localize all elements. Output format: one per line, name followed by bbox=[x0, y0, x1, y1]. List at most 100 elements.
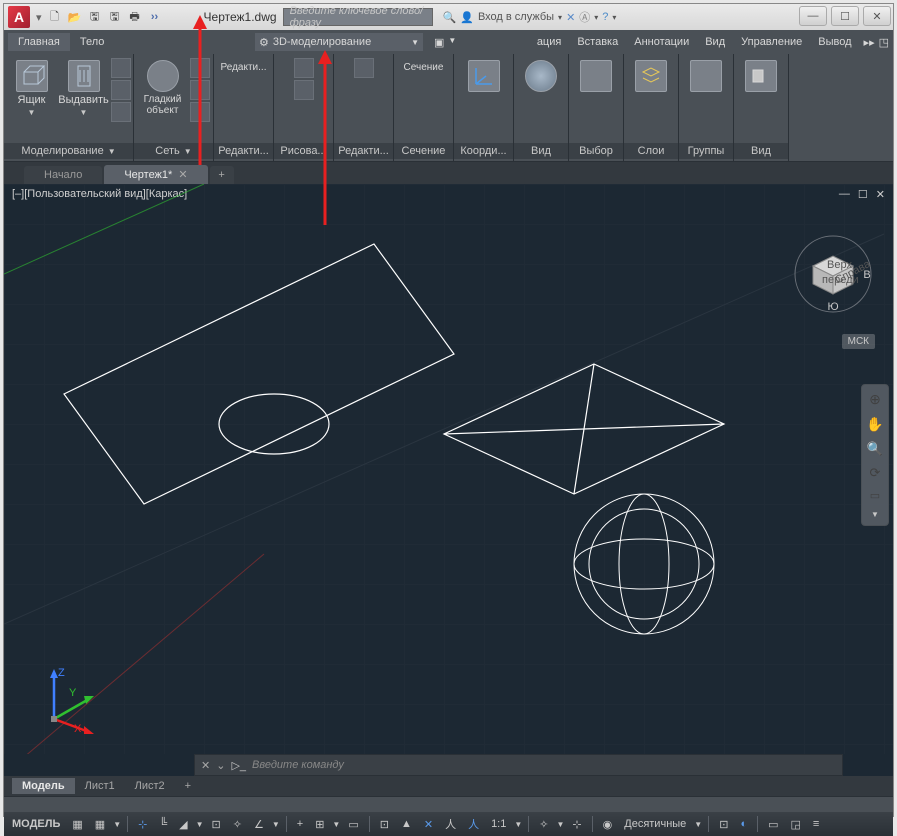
navigation-bar[interactable]: ⊕ ✋ 🔍 ⟳ ▭ ▼ bbox=[861, 384, 889, 526]
menu-view[interactable]: Вид bbox=[697, 33, 733, 51]
open-icon[interactable]: 📂 bbox=[66, 8, 84, 26]
panel-section-label[interactable]: Сечение bbox=[394, 143, 453, 159]
ortho-icon[interactable]: ⊹ bbox=[134, 814, 151, 834]
menu-insert[interactable]: Вставка bbox=[569, 33, 626, 51]
qp-icon[interactable]: ▣ bbox=[434, 36, 444, 49]
exchange-icon[interactable]: ✕ bbox=[566, 11, 575, 24]
sb-model[interactable]: МОДЕЛЬ bbox=[8, 814, 64, 834]
viewport[interactable]: [–][Пользовательский вид][Каркас] — ☐ ✕ … bbox=[4, 184, 893, 754]
sb3[interactable] bbox=[111, 102, 131, 122]
minimize-button[interactable]: — bbox=[799, 6, 827, 26]
otrack-icon[interactable]: ∠ bbox=[250, 814, 268, 834]
a360-icon[interactable]: Ⓐ bbox=[579, 9, 590, 25]
new-icon[interactable]: 🗋 bbox=[46, 8, 64, 26]
polar-icon[interactable]: ╚ bbox=[155, 814, 171, 834]
panel-edit-label[interactable]: Редакти... bbox=[214, 143, 273, 159]
tab-layout1[interactable]: Лист1 bbox=[75, 778, 125, 794]
panel-layers-label[interactable]: Слои bbox=[624, 143, 678, 159]
app-logo[interactable]: A bbox=[8, 6, 30, 28]
section-label[interactable]: Сечение bbox=[404, 62, 444, 73]
3dosnap-icon[interactable]: ✧ bbox=[229, 814, 246, 834]
search-input[interactable]: Введите ключевое слово/фразу bbox=[283, 8, 433, 26]
sb2[interactable] bbox=[111, 80, 131, 100]
box-button[interactable]: Ящик▼ bbox=[7, 58, 57, 119]
menu-output[interactable]: Вывод bbox=[810, 33, 859, 51]
dyn-icon[interactable]: + bbox=[293, 814, 307, 834]
cmd-close-icon[interactable]: ✕ bbox=[201, 759, 210, 772]
ucs-button[interactable] bbox=[459, 58, 509, 94]
menu-manage[interactable]: Управление bbox=[733, 33, 810, 51]
panel-layout-label[interactable]: Вид bbox=[734, 143, 788, 159]
qp-drop-icon[interactable]: ▼ bbox=[448, 36, 456, 49]
extrude-button[interactable]: Выдавить▼ bbox=[59, 58, 109, 119]
ucs-icon[interactable]: Z Y X bbox=[34, 664, 104, 734]
command-line[interactable]: ✕ ⌄ ▷_ Введите команду bbox=[194, 754, 843, 776]
panel-view-label[interactable]: Вид bbox=[514, 143, 568, 159]
nav-drop-icon[interactable]: ▼ bbox=[871, 510, 879, 519]
iso2-icon[interactable]: ▭ bbox=[764, 814, 782, 834]
snap-icon[interactable]: ▦ bbox=[91, 814, 109, 834]
view-button[interactable] bbox=[516, 58, 566, 94]
scale-label[interactable]: 1:1 bbox=[487, 814, 510, 834]
qp-icon2[interactable]: ⊡ bbox=[715, 814, 732, 834]
panel-modeling-label[interactable]: Моделирование ▼ bbox=[4, 143, 133, 159]
3d-icon[interactable]: ▲ bbox=[397, 814, 416, 834]
gizmo2-icon[interactable]: 人 bbox=[464, 814, 483, 834]
scrollbar-h[interactable] bbox=[4, 796, 893, 812]
save-icon[interactable]: 🖫 bbox=[86, 8, 104, 26]
hw-icon[interactable]: ◐ bbox=[736, 814, 751, 834]
menu-expand-icon[interactable]: ◳ bbox=[879, 36, 889, 49]
layout-button[interactable] bbox=[736, 58, 786, 94]
tab-layout2[interactable]: Лист2 bbox=[125, 778, 175, 794]
grid-icon[interactable]: ▦ bbox=[68, 814, 86, 834]
smooth-button[interactable]: Гладкий объект bbox=[138, 58, 188, 118]
groups-button[interactable] bbox=[681, 58, 731, 94]
clean-icon[interactable]: ◲ bbox=[787, 814, 805, 834]
full-nav-icon[interactable]: ⊕ bbox=[869, 391, 881, 408]
sb9[interactable] bbox=[354, 58, 374, 78]
edit-label[interactable]: Редакти... bbox=[221, 62, 267, 73]
panel-coords-label[interactable]: Коорди... bbox=[454, 143, 513, 159]
help-icon[interactable]: ? bbox=[602, 11, 608, 23]
viewcube[interactable]: Ю В переди Справа Верх bbox=[793, 234, 873, 314]
select-button[interactable] bbox=[571, 58, 621, 94]
osnap-icon[interactable]: ⊡ bbox=[208, 814, 225, 834]
units-label[interactable]: Десятичные bbox=[620, 814, 690, 834]
sb1[interactable] bbox=[111, 58, 131, 78]
panel-groups-label[interactable]: Группы bbox=[679, 143, 733, 159]
workspace-dropdown[interactable]: ⚙ 3D-моделирование ▼ bbox=[254, 32, 424, 52]
saveas-icon[interactable]: 🖫 bbox=[106, 8, 124, 26]
pan-icon[interactable]: ✋ bbox=[866, 416, 883, 433]
login-icon[interactable]: 👤 bbox=[460, 11, 474, 24]
menu-item[interactable]: ация bbox=[529, 33, 570, 51]
layers-button[interactable] bbox=[626, 58, 676, 94]
maximize-button[interactable]: ☐ bbox=[831, 6, 859, 26]
close-button[interactable]: ✕ bbox=[863, 6, 891, 26]
gizmo-icon[interactable]: 人 bbox=[441, 814, 460, 834]
aux2-icon[interactable]: ⊹ bbox=[568, 814, 585, 834]
tab-add-layout[interactable]: + bbox=[175, 778, 201, 794]
menu-annotations[interactable]: Аннотации bbox=[626, 33, 697, 51]
print-icon[interactable]: 🖶 bbox=[126, 8, 144, 26]
panel-edit2-label[interactable]: Редакти... bbox=[334, 143, 393, 159]
qat-more-icon[interactable]: ›› bbox=[146, 8, 164, 26]
search-go-icon[interactable]: 🔍 bbox=[443, 11, 457, 24]
tpy-icon[interactable]: ▭ bbox=[344, 814, 362, 834]
tab-body[interactable]: Тело bbox=[70, 33, 115, 51]
iso-icon[interactable]: ◢ bbox=[175, 814, 191, 834]
lwt-icon[interactable]: ⊞ bbox=[311, 814, 328, 834]
orbit-icon[interactable]: ⟳ bbox=[870, 465, 881, 481]
filter-icon[interactable]: ✕ bbox=[420, 814, 437, 834]
tab-start[interactable]: Начало bbox=[24, 166, 102, 184]
login-link[interactable]: Вход в службы bbox=[478, 11, 554, 23]
panel-select-label[interactable]: Выбор bbox=[569, 143, 623, 159]
showmotion-icon[interactable]: ▭ bbox=[870, 489, 880, 502]
wheel-icon[interactable]: ◉ bbox=[599, 814, 617, 834]
cmd-opts-icon[interactable]: ⌄ bbox=[216, 759, 225, 772]
tab-model[interactable]: Модель bbox=[12, 778, 75, 794]
menu-more-icon[interactable]: ▸▸ bbox=[864, 36, 875, 49]
custom-icon[interactable]: ≡ bbox=[809, 814, 823, 834]
cycle-icon[interactable]: ⊡ bbox=[376, 814, 393, 834]
tab-home[interactable]: Главная bbox=[8, 33, 70, 51]
zoom-icon[interactable]: 🔍 bbox=[867, 441, 883, 457]
